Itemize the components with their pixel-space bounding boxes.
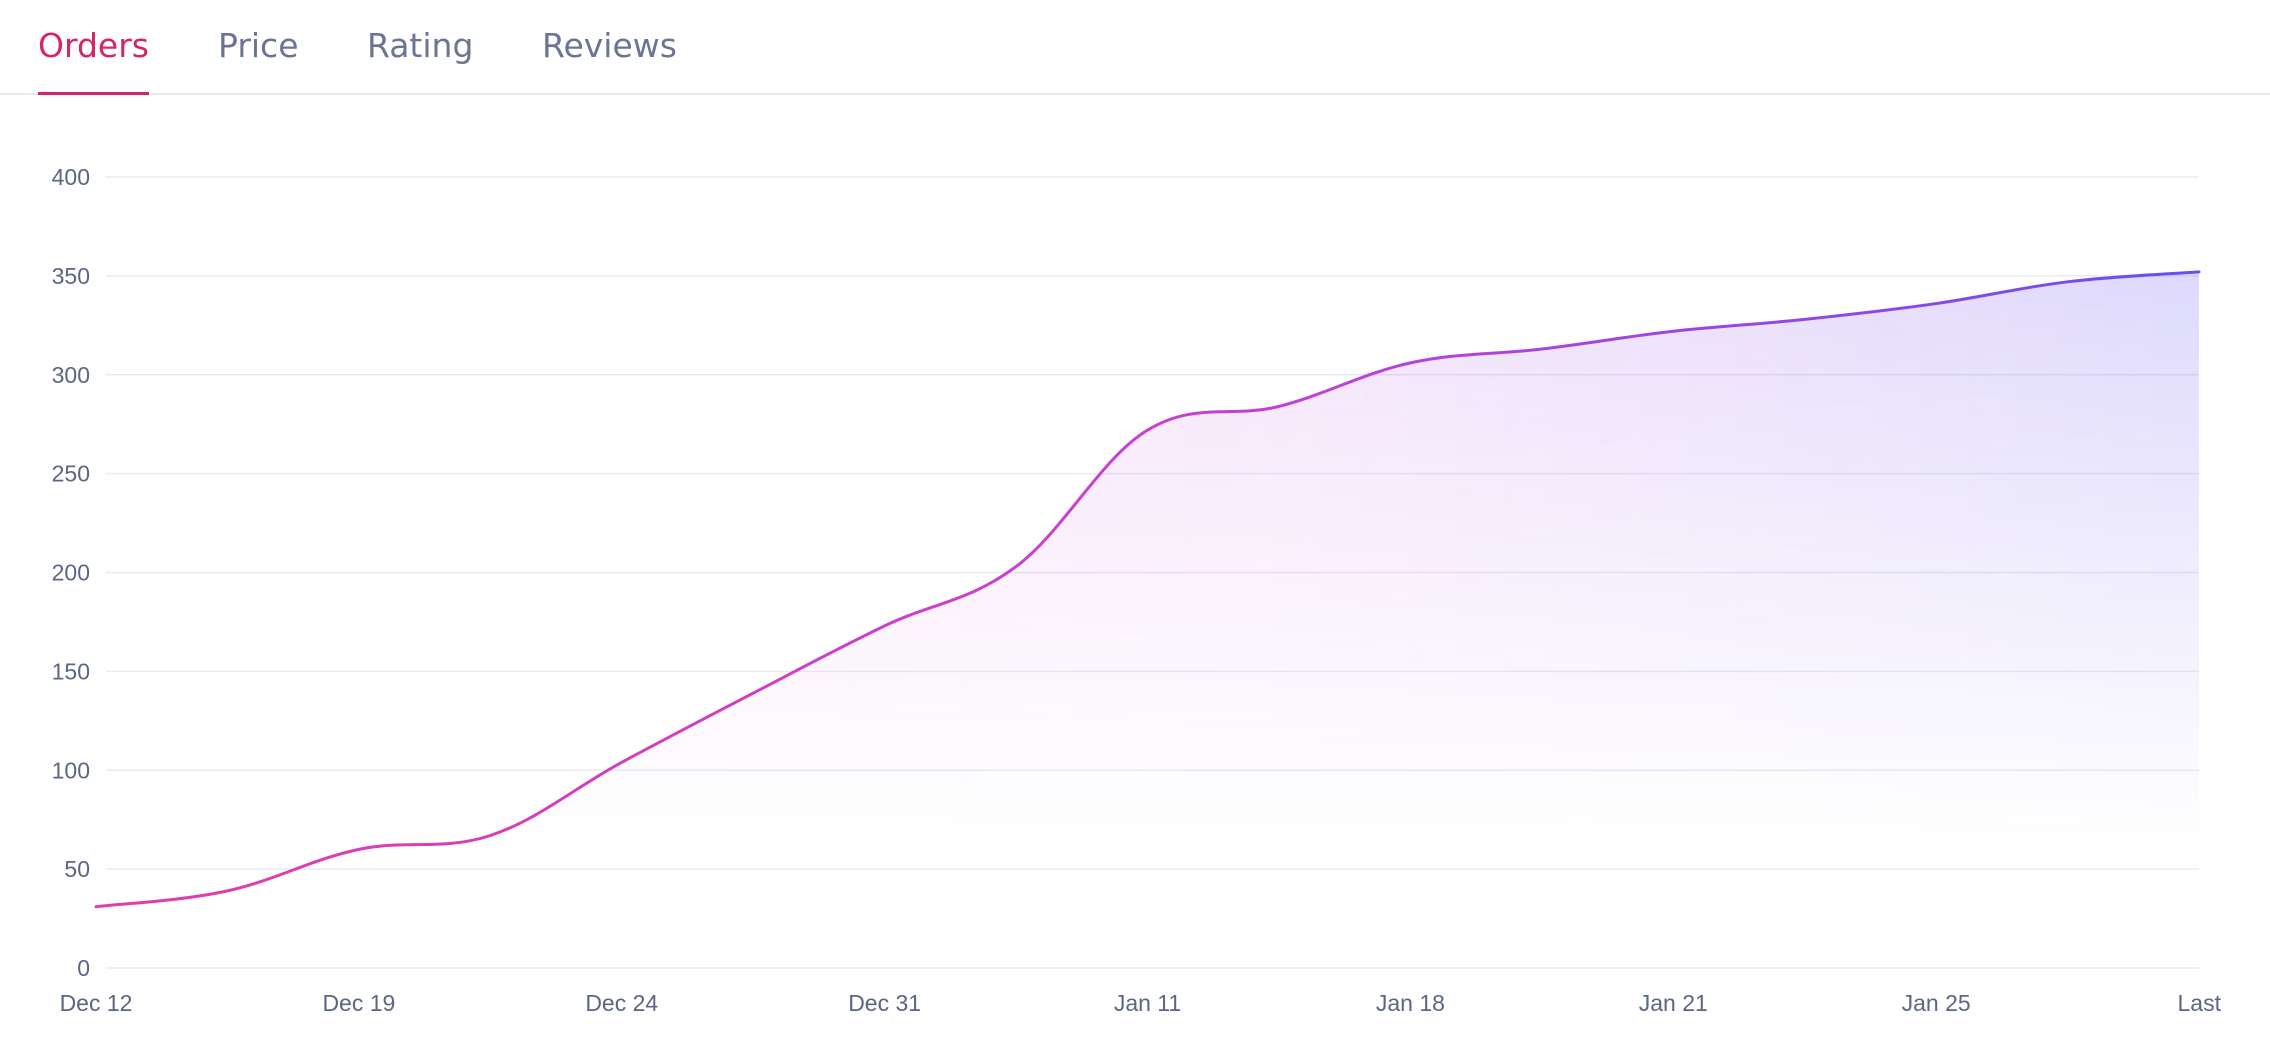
data-point — [225, 889, 229, 893]
series-area — [96, 271, 2199, 968]
x-tick-label: Dec 12 — [60, 990, 133, 1016]
data-point — [488, 834, 492, 838]
y-tick-label: 0 — [77, 955, 90, 981]
tab-rating[interactable]: Rating — [367, 26, 474, 65]
data-point — [357, 847, 361, 851]
data-point — [1803, 317, 1807, 321]
y-tick-label: 300 — [52, 362, 90, 388]
tab-bar: Orders Price Rating Reviews — [0, 0, 2270, 95]
y-tick-label: 350 — [52, 263, 90, 289]
tab-price[interactable]: Price — [218, 26, 299, 65]
y-tick-label: 250 — [52, 461, 90, 487]
data-point — [1671, 329, 1675, 333]
y-tick-label: 400 — [52, 164, 90, 190]
x-tick-label: Dec 24 — [585, 990, 658, 1016]
y-tick-label: 50 — [64, 856, 90, 882]
data-point — [1934, 302, 1938, 306]
x-tick-label: Jan 25 — [1902, 990, 1971, 1016]
series-line — [94, 270, 2201, 909]
tab-reviews[interactable]: Reviews — [542, 26, 677, 65]
tab-orders[interactable]: Orders — [38, 26, 149, 95]
y-tick-label: 150 — [52, 658, 90, 684]
data-point — [1540, 347, 1544, 351]
data-point — [94, 905, 98, 909]
y-tick-label: 200 — [52, 560, 90, 586]
data-point — [1277, 404, 1281, 408]
x-tick-label: Jan 18 — [1376, 990, 1445, 1016]
data-point — [620, 760, 624, 764]
x-tick-label: Dec 19 — [322, 990, 395, 1016]
data-point — [1408, 361, 1412, 365]
x-tick-label: Last — [2178, 990, 2222, 1016]
y-axis: 0 50 100 150 200 250 300 350 400 — [52, 164, 90, 981]
y-tick-label: 100 — [52, 757, 90, 783]
x-tick-label: Dec 31 — [848, 990, 921, 1016]
x-tick-label: Jan 21 — [1639, 990, 1708, 1016]
data-point — [1146, 428, 1150, 432]
x-tick-label: Jan 11 — [1114, 990, 1181, 1016]
data-point — [883, 624, 887, 628]
data-point — [2066, 280, 2070, 284]
data-point — [1014, 565, 1018, 569]
data-point — [751, 691, 755, 695]
x-axis: Dec 12 Dec 19 Dec 24 Dec 31 Jan 11 Jan 18 Jan … — [60, 990, 2222, 1016]
data-point — [2197, 270, 2201, 274]
